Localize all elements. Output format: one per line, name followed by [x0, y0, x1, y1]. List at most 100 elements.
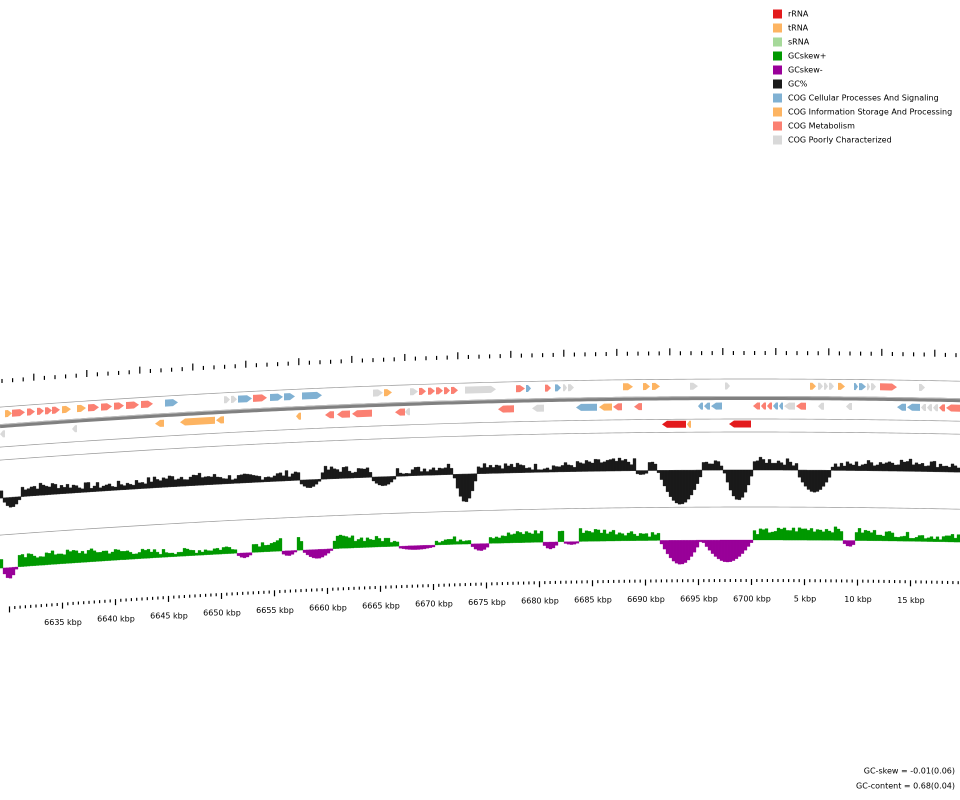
gene-feature — [45, 407, 52, 415]
legend-label: COG Cellular Processes And Signaling — [788, 94, 939, 103]
gene-feature — [867, 383, 870, 391]
gc-plot-positive — [0, 456, 960, 499]
gene-feature — [690, 382, 698, 390]
gene-feature — [704, 402, 710, 410]
backbone-edge — [0, 396, 960, 426]
gene-feature — [779, 402, 783, 410]
gene-feature — [253, 394, 267, 402]
legend-label: COG Information Storage And Processing — [788, 108, 952, 117]
legend-label: GCskew+ — [788, 52, 826, 61]
scale-label: 6665 kbp — [362, 601, 400, 610]
legend-label: sRNA — [788, 38, 810, 47]
gene-feature — [141, 400, 153, 408]
gene-feature — [921, 404, 926, 411]
gene-feature — [337, 410, 350, 418]
gene-feature — [818, 382, 823, 390]
gene-feature — [72, 425, 77, 433]
ring-line — [0, 506, 960, 536]
gene-feature — [216, 416, 224, 424]
gene-feature — [451, 386, 458, 394]
gene-feature — [907, 403, 920, 411]
legend-swatch — [773, 79, 782, 89]
gene-feature — [810, 382, 816, 390]
gene-feature — [126, 401, 139, 409]
gene-feature — [784, 402, 795, 410]
ring-line — [0, 378, 960, 408]
gc-skew-positive — [0, 526, 960, 569]
ring-line — [0, 431, 960, 461]
gene-feature — [37, 407, 44, 415]
gene-feature — [838, 382, 845, 390]
gene-feature — [270, 393, 283, 401]
gene-feature — [52, 406, 60, 414]
footer-stat: GC-skew = -0.01(0.06) — [864, 767, 955, 776]
legend-label: GCskew- — [788, 66, 823, 75]
gene-feature — [180, 416, 215, 426]
legend-label: GC% — [788, 80, 808, 89]
scale-label: 10 kbp — [844, 595, 872, 604]
scale-label: 6645 kbp — [150, 611, 188, 620]
gene-feature — [384, 389, 392, 397]
gene-feature — [919, 383, 925, 391]
gene-feature — [946, 404, 960, 412]
scale-label: 6660 kbp — [309, 603, 347, 612]
gene-feature — [568, 384, 574, 392]
gene-feature — [859, 383, 866, 391]
gene-feature — [897, 403, 906, 411]
legend-swatch — [773, 121, 782, 131]
legend-label: tRNA — [788, 24, 809, 33]
gene-feature — [933, 404, 938, 412]
gene-feature — [545, 384, 551, 392]
gene-feature — [0, 430, 5, 438]
gene-feature — [576, 403, 597, 411]
gene-feature — [623, 383, 633, 391]
legend-swatch — [773, 37, 782, 47]
gene-feature — [114, 402, 124, 410]
gene-feature — [405, 408, 410, 416]
scale-label: 6685 kbp — [574, 596, 612, 605]
legend-label: COG Metabolism — [788, 122, 855, 131]
gene-feature — [373, 389, 383, 397]
gene-feature — [662, 420, 686, 428]
scale-label: 6690 kbp — [627, 595, 665, 604]
gc-skew-negative — [2, 539, 856, 579]
scale-label: 15 kbp — [897, 596, 925, 605]
gene-feature — [871, 383, 876, 391]
gene-feature — [284, 393, 295, 401]
gene-feature — [231, 395, 237, 403]
legend-swatch — [773, 9, 782, 19]
gene-feature — [498, 405, 514, 413]
gene-feature — [652, 382, 660, 390]
gene-feature — [325, 411, 334, 419]
legend-swatch — [773, 65, 782, 75]
gene-feature — [101, 403, 112, 411]
gene-feature — [824, 382, 828, 390]
gene-feature — [634, 403, 642, 411]
scale-label: 6670 kbp — [415, 599, 453, 608]
footer-stat: GC-content = 0.68(0.04) — [856, 782, 955, 791]
scale-label: 6635 kbp — [44, 618, 82, 627]
legend-swatch — [773, 107, 782, 117]
legend-swatch — [773, 23, 782, 33]
gene-feature — [465, 385, 496, 394]
gene-feature — [395, 408, 405, 416]
gene-feature — [563, 384, 567, 392]
scale-label: 6700 kbp — [733, 595, 771, 604]
gene-feature — [880, 383, 897, 391]
gene-feature — [555, 384, 561, 392]
scale-label: 6655 kbp — [256, 606, 294, 615]
gene-feature — [27, 408, 35, 416]
gene-feature — [296, 412, 301, 420]
legend-swatch — [773, 135, 782, 145]
gene-feature — [854, 383, 858, 391]
gene-feature — [165, 399, 178, 407]
gene-feature — [224, 396, 230, 404]
gene-feature — [302, 391, 322, 400]
gene-feature — [77, 404, 86, 413]
scale-label: 6675 kbp — [468, 598, 506, 607]
gene-feature — [516, 385, 525, 393]
gene-feature — [643, 383, 650, 391]
gene-feature — [410, 388, 418, 396]
gc-plot-negative — [2, 469, 832, 508]
